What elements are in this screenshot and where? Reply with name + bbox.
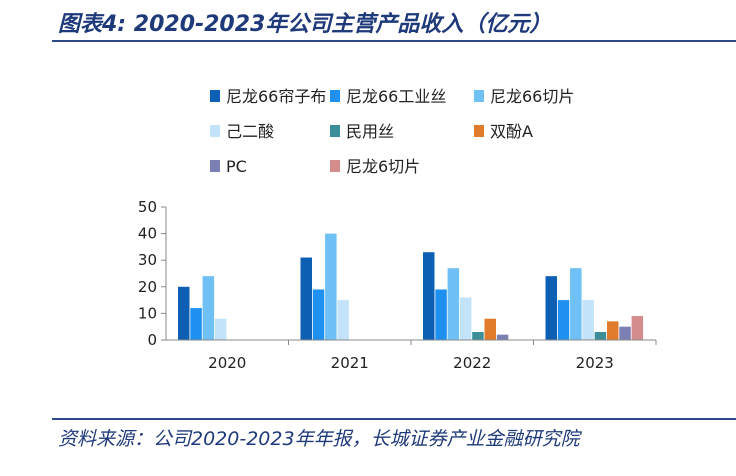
legend-swatch-7 xyxy=(330,160,340,172)
bar-2023-0 xyxy=(545,276,557,340)
legend-label-0: 尼龙66帘子布 xyxy=(226,87,326,106)
bar-2021-1 xyxy=(312,289,325,340)
bar-2023-3 xyxy=(582,300,594,340)
bar-2023-2 xyxy=(570,268,582,340)
legend-swatch-6 xyxy=(210,160,220,172)
legend-swatch-3 xyxy=(210,125,220,137)
bar-2020-0 xyxy=(178,286,190,340)
legend-label-7: 尼龙6切片 xyxy=(346,157,420,176)
bar-2022-6 xyxy=(496,334,509,340)
bars xyxy=(178,233,644,340)
legend-label-6: PC xyxy=(226,157,247,176)
source-rule xyxy=(52,418,736,420)
bar-2023-5 xyxy=(607,321,619,340)
bar-2023-1 xyxy=(557,300,570,340)
bar-2022-2 xyxy=(447,268,460,340)
legend-label-2: 尼龙66切片 xyxy=(490,87,574,106)
x-tick-label-1: 2021 xyxy=(331,354,369,372)
y-tick-label-1: 10 xyxy=(138,304,157,322)
x-tick-label-0: 2020 xyxy=(208,354,246,372)
legend-swatch-1 xyxy=(330,90,340,102)
legend-label-5: 双酚A xyxy=(490,122,533,141)
bar-2020-3 xyxy=(214,318,227,340)
legend-swatch-4 xyxy=(330,125,340,137)
source-note: 资料来源：公司2020-2023年年报，长城证券产业金融研究院 xyxy=(58,428,580,450)
bar-2022-5 xyxy=(484,318,496,340)
title-rule xyxy=(52,40,736,42)
legend-swatch-0 xyxy=(210,90,220,102)
chart-title: 图表4: 2020-2023年公司主营产品收入（亿元） xyxy=(58,12,552,37)
bar-2022-0 xyxy=(423,252,435,340)
legend-swatch-2 xyxy=(474,90,484,102)
bar-2023-6 xyxy=(619,326,631,340)
bar-2020-1 xyxy=(190,308,202,340)
y-tick-label-0: 0 xyxy=(147,331,157,349)
bar-2022-4 xyxy=(472,332,484,340)
bar-2021-0 xyxy=(300,257,312,340)
bar-2020-2 xyxy=(202,276,215,340)
legend-label-3: 己二酸 xyxy=(226,122,274,141)
bar-2021-2 xyxy=(325,233,337,340)
y-tick-label-2: 20 xyxy=(138,278,157,296)
legend-label-4: 民用丝 xyxy=(346,122,394,141)
legend-label-1: 尼龙66工业丝 xyxy=(346,87,446,106)
x-tick-label-3: 2023 xyxy=(576,354,614,372)
y-axis: 0 10 20 30 40 50 xyxy=(138,198,167,349)
y-tick-label-3: 30 xyxy=(138,251,157,269)
y-tick-label-4: 40 xyxy=(138,225,157,243)
bar-2022-1 xyxy=(435,289,447,340)
bar-2023-4 xyxy=(594,332,607,340)
x-tick-label-2: 2022 xyxy=(453,354,491,372)
x-axis: 2020 2021 2022 2023 xyxy=(166,339,657,372)
legend-swatch-5 xyxy=(474,125,484,137)
y-tick-label-5: 50 xyxy=(138,198,157,216)
bar-2022-3 xyxy=(459,297,472,340)
bar-2021-3 xyxy=(337,300,349,340)
bar-2023-7 xyxy=(631,316,644,340)
